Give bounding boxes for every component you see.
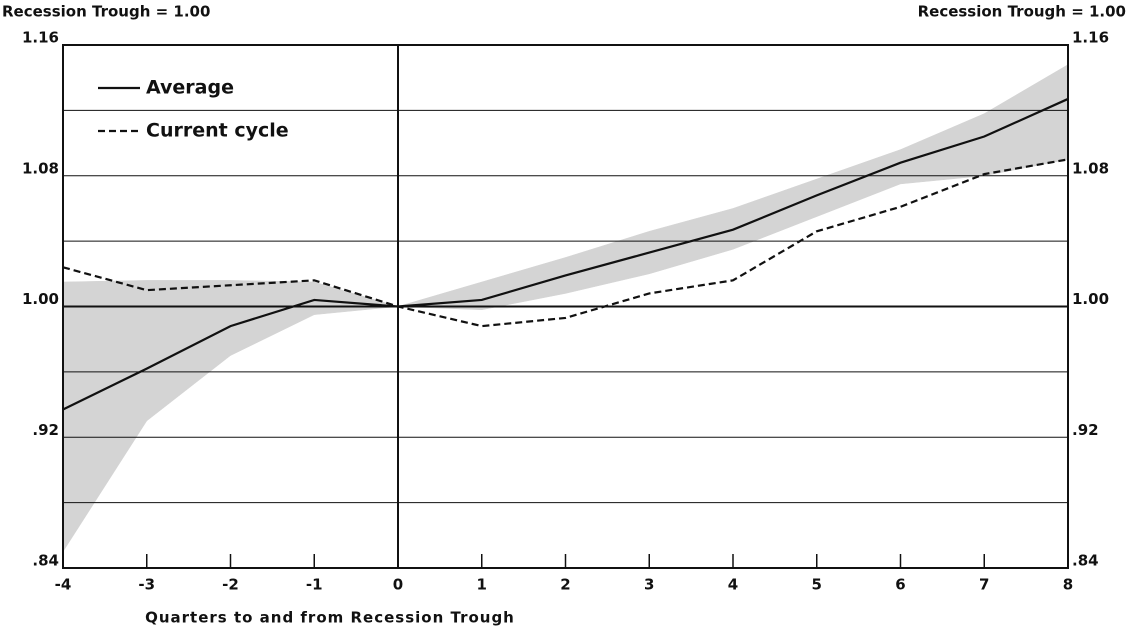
series-line [62,97,1069,411]
x-tick-label: -2 [222,576,239,594]
x-tick-label: 4 [728,576,738,594]
legend-label: Current cycle [146,120,289,142]
range-band [146,280,231,422]
y2-tick-label: .92 [1072,421,1099,439]
x-tick-label: -4 [55,576,72,594]
y-tick-label: 1.08 [22,159,59,177]
x-tick-label: 0 [393,576,403,594]
legend-box [64,46,397,171]
x-tick-label: 8 [1063,576,1073,594]
y2-tick-label: 1.16 [1072,29,1109,47]
y-tick-label: .84 [32,552,59,570]
x-tick-label: 6 [895,576,905,594]
range-band [481,257,566,311]
x-tick-label: 5 [812,576,822,594]
legend-label: Average [146,77,234,99]
range-band [314,281,399,315]
y2-tick-label: 1.08 [1072,159,1109,177]
y-tick-label: 1.00 [22,290,59,308]
y-tick-label: 1.16 [22,29,59,47]
right-note: Recession Trough = 1.00 [918,3,1126,21]
x-axis-label: Quarters to and from Recession Trough [145,609,515,627]
x-tick-label: -3 [138,576,155,594]
range-band [984,64,1069,177]
x-tick-label: 3 [644,576,654,594]
range-band [816,149,901,217]
x-tick-label: 1 [477,576,487,594]
y2-tick-label: .84 [1072,552,1099,570]
range-band [62,280,147,553]
x-tick-label: 7 [979,576,989,594]
left-note: Recession Trough = 1.00 [2,3,210,21]
range-band [732,178,817,250]
x-tick-label: -1 [306,576,323,594]
range-band [230,280,315,356]
series-line [62,158,1069,328]
y2-tick-label: 1.00 [1072,290,1109,308]
y-tick-label: .92 [32,421,59,439]
x-tick-label: 2 [560,576,570,594]
